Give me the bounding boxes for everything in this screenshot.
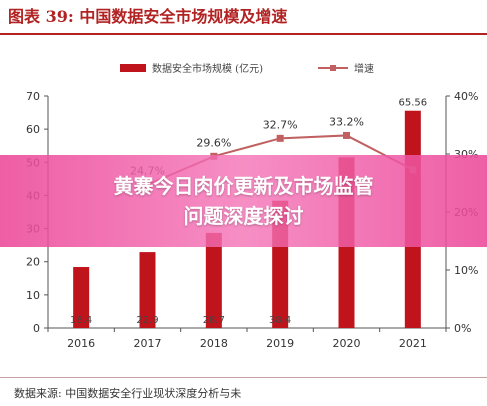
legend: 数据安全市场规模 (亿元) 增速 [120,62,374,75]
left-tick-label: 60 [26,123,40,136]
page-title: 图表 39: 中国数据安全市场规模及增速 [8,7,288,26]
bar-data-label: 65.56 [399,98,428,109]
x-tick-label: 2020 [333,337,361,350]
banner-line-2: 问题深度探讨 [183,204,304,228]
bar [73,267,90,328]
legend-line-marker [330,65,336,71]
left-tick-label: 70 [26,90,40,103]
x-tick-label: 2019 [266,337,294,350]
legend-bar-swatch [120,64,146,72]
growth-point [276,134,284,142]
title-underline [0,33,487,35]
line-data-label: 32.7% [263,118,298,131]
left-tick-label: 0 [33,322,40,335]
bar-data-label: 38.4 [269,315,291,326]
bar-data-label: 22.9 [136,315,158,326]
footer-rule [0,377,487,378]
x-tick-label: 2021 [399,337,427,350]
right-tick-label: 40% [454,90,478,103]
banner-line-1: 黄寨今日肉价更新及市场监管 [113,174,374,198]
bar-data-label: 18.4 [70,315,92,326]
bar [205,232,222,328]
bar-data-label: 28.7 [203,315,225,326]
x-tick-label: 2018 [200,337,228,350]
line-data-label: 33.2% [329,115,364,128]
legend-bar-label: 数据安全市场规模 (亿元) [152,62,263,75]
left-tick-label: 10 [26,289,40,302]
source-note: 数据来源: 中国数据安全行业现状深度分析与未 [14,387,242,400]
x-tick-label: 2017 [134,337,162,350]
growth-point [343,131,350,139]
legend-line-label: 增速 [354,62,374,75]
line-data-label: 29.6% [196,136,231,149]
right-tick-label: 10% [454,264,478,277]
left-tick-label: 20 [26,256,40,269]
bar [139,252,156,328]
overlay-banner: 黄寨今日肉价更新及市场监管 问题深度探讨 [0,155,487,247]
right-tick-label: 0% [454,322,471,335]
x-tick-label: 2016 [67,337,95,350]
